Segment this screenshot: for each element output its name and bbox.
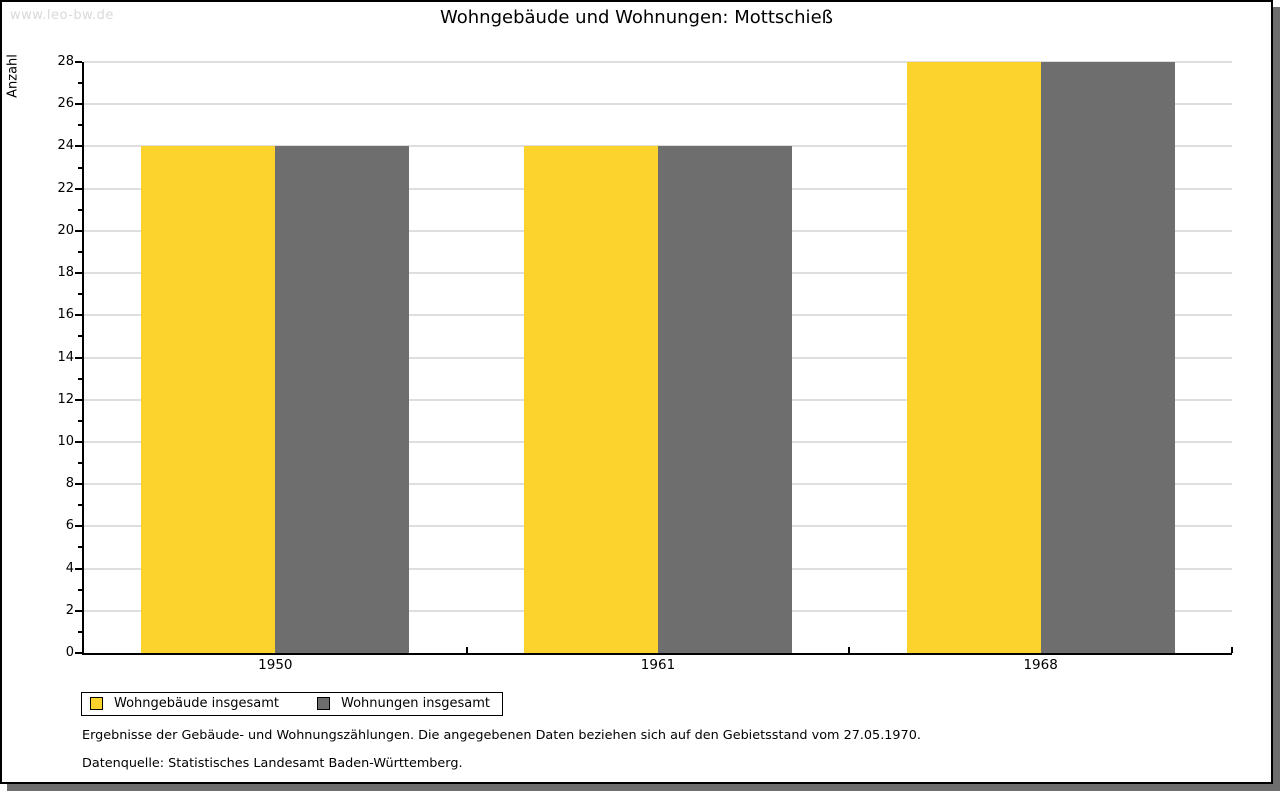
y-tick-label-2: 2 (65, 602, 74, 618)
y-tick-14 (75, 356, 82, 359)
x-category-label-1961: 1961 (640, 657, 676, 673)
y-minor-tick-27 (78, 82, 82, 85)
footnote-1: Ergebnisse der Gebäude- und Wohnungszähl… (82, 728, 921, 743)
legend-entry-wohngebaude-insgesamt: Wohngebäude insgesamt (90, 696, 279, 711)
gridline-24 (84, 145, 1232, 148)
y-tick-label-10: 10 (57, 433, 74, 449)
y-tick-6 (75, 525, 82, 528)
y-tick-0 (75, 652, 82, 654)
y-tick-24 (75, 145, 82, 148)
x-axis-line (82, 653, 1232, 655)
y-minor-tick-9 (78, 462, 82, 465)
legend-swatch-icon (90, 697, 103, 710)
y-minor-tick-7 (78, 504, 82, 507)
y-minor-tick-3 (78, 588, 82, 591)
bar-wohnungen-insgesamt-1961 (658, 146, 792, 653)
x-category-label-1950: 1950 (258, 657, 293, 673)
y-tick-18 (75, 272, 82, 275)
bar-wohngebaude-insgesamt-1961 (524, 146, 658, 653)
y-tick-16 (75, 314, 82, 317)
footnote-2: Datenquelle: Statistisches Landesamt Bad… (82, 756, 463, 771)
y-minor-tick-17 (78, 293, 82, 296)
x-tick-3 (1231, 647, 1233, 653)
y-tick-label-22: 22 (57, 180, 74, 196)
y-minor-tick-21 (78, 208, 82, 211)
y-tick-label-20: 20 (57, 222, 74, 238)
legend-entry-wohnungen-insgesamt: Wohnungen insgesamt (317, 696, 490, 711)
y-tick-20 (75, 229, 82, 232)
plot-area: 0 2 4 6 8 10 12 14 16 18 20 22 24 26 28 1950 1961 1968 (57, 54, 1233, 673)
y-tick-label-14: 14 (57, 349, 74, 365)
legend: Wohngebäude insgesamt Wohnungen insgesamt (81, 692, 503, 716)
gridline-28 (84, 61, 1232, 63)
y-tick-label-28: 28 (57, 54, 74, 69)
y-minor-tick-13 (78, 377, 82, 380)
legend-label: Wohnungen insgesamt (341, 696, 490, 711)
y-tick-10 (75, 440, 82, 443)
y-tick-26 (75, 103, 82, 106)
y-tick-label-0: 0 (65, 645, 74, 660)
y-tick-28 (75, 61, 82, 63)
y-tick-label-4: 4 (65, 560, 74, 576)
watermark: www.leo-bw.de (10, 8, 114, 23)
x-tick-2 (848, 647, 851, 653)
bar-wohnungen-insgesamt-1950 (275, 146, 410, 653)
y-tick-4 (75, 567, 82, 570)
legend-swatch-icon (317, 697, 330, 710)
y-tick-12 (75, 398, 82, 401)
y-tick-label-26: 26 (57, 96, 74, 112)
y-minor-tick-23 (78, 166, 82, 169)
y-minor-tick-5 (78, 546, 82, 549)
y-tick-22 (75, 187, 82, 190)
y-tick-label-18: 18 (57, 265, 74, 281)
legend-label: Wohngebäude insgesamt (114, 696, 279, 711)
y-tick-label-16: 16 (57, 307, 74, 323)
gridline-26 (84, 103, 1232, 106)
y-minor-tick-25 (78, 124, 82, 127)
y-axis-label: Anzahl (5, 54, 21, 98)
bar-wohngebaude-insgesamt-1968 (906, 62, 1041, 653)
y-tick-label-12: 12 (57, 391, 74, 407)
y-tick-2 (75, 609, 82, 612)
y-minor-tick-11 (78, 419, 82, 422)
bar-wohngebaude-insgesamt-1950 (141, 146, 276, 653)
y-minor-tick-15 (78, 335, 82, 338)
bar-wohnungen-insgesamt-1968 (1040, 62, 1175, 653)
y-axis-line (82, 62, 84, 655)
y-tick-label-6: 6 (65, 518, 74, 534)
y-minor-tick-19 (78, 250, 82, 253)
y-tick-8 (75, 483, 82, 486)
chart-title: Wohngebäude und Wohnungen: Mottschieß (440, 7, 833, 28)
y-tick-label-24: 24 (57, 138, 74, 154)
x-tick-1 (465, 647, 468, 653)
x-category-label-1968: 1968 (1023, 657, 1058, 673)
y-tick-label-8: 8 (65, 476, 74, 492)
y-minor-tick-1 (78, 630, 82, 633)
footnotes: Ergebnisse der Gebäude- und Wohnungszähl… (82, 728, 921, 784)
